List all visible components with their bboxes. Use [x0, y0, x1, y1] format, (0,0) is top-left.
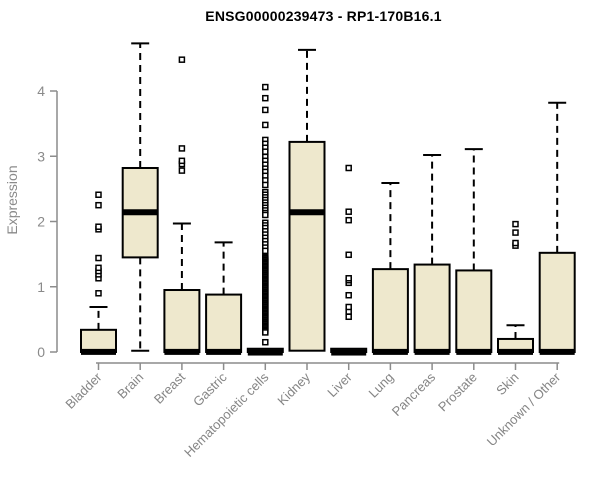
y-tick-label: 1	[37, 279, 45, 295]
outlier-point	[345, 208, 352, 215]
x-category-label: Gastric	[190, 369, 230, 409]
iqr-box	[205, 293, 243, 353]
outlier-point	[345, 275, 352, 282]
outlier-point	[178, 157, 186, 165]
iqr-box	[371, 268, 409, 354]
y-tick-label: 2	[37, 214, 45, 230]
outlier-point	[262, 106, 269, 114]
median-line	[81, 348, 116, 355]
iqr-box	[80, 328, 117, 354]
outlier-point	[512, 239, 519, 247]
x-category-label: Kidney	[274, 369, 313, 408]
outlier-point	[345, 291, 352, 299]
boxplot-bladder	[80, 191, 117, 355]
iqr-box	[455, 269, 493, 353]
x-category-label: Unknown / Other	[484, 369, 564, 449]
boxplot-brain	[121, 42, 159, 352]
x-category-label: Skin	[493, 370, 521, 398]
outlier-point	[345, 164, 352, 172]
outlier-point	[345, 216, 352, 224]
outlier-point	[262, 148, 269, 155]
outlier-point	[95, 191, 102, 198]
median-line	[122, 209, 158, 216]
median-line	[414, 348, 450, 355]
outlier-point	[262, 83, 269, 91]
x-category-label: Pancreas	[389, 369, 439, 419]
iqr-box	[538, 251, 576, 354]
outlier-point	[262, 94, 269, 102]
median-line	[331, 349, 367, 356]
outlier-point	[262, 329, 269, 336]
x-category-label: Bladder	[62, 369, 105, 412]
outlier-point	[95, 254, 102, 262]
outlier-point	[262, 247, 269, 255]
iqr-box	[413, 263, 451, 353]
outlier-point	[262, 211, 269, 219]
boxplot-liver	[330, 164, 368, 356]
outlier-point	[178, 145, 186, 152]
boxplot-pancreas	[413, 153, 451, 355]
y-tick-label: 4	[37, 83, 45, 99]
median-line	[164, 348, 200, 355]
boxplot-unknown-other	[538, 101, 576, 355]
outlier-point	[345, 251, 352, 259]
median-line	[206, 348, 242, 355]
outlier-point	[178, 167, 186, 174]
x-category-label: Lung	[365, 370, 396, 401]
y-tick-label: 0	[37, 344, 45, 360]
x-category-label: Brain	[114, 370, 146, 402]
y-tick-label: 3	[37, 148, 45, 164]
iqr-box	[288, 140, 326, 352]
boxplot-gastric	[205, 241, 243, 355]
median-line	[456, 348, 492, 355]
outlier-point	[512, 229, 519, 236]
chart-title: ENSG00000239473 - RP1-170B16.1	[205, 8, 442, 24]
boxplot-hematopoietic-cells	[246, 83, 284, 356]
median-line	[539, 348, 575, 355]
x-category-label: Breast	[151, 369, 188, 406]
median-line	[372, 348, 408, 355]
outlier-point	[95, 201, 102, 209]
outlier-point	[345, 303, 352, 311]
outlier-point	[345, 313, 352, 321]
x-category-label: Prostate	[435, 370, 480, 415]
outlier-point	[262, 338, 269, 346]
boxplot-prostate	[455, 148, 493, 355]
boxplot-lung	[371, 182, 409, 355]
outlier-point	[512, 220, 519, 228]
boxplot-skin	[497, 220, 534, 355]
outlier-point	[262, 181, 269, 189]
median-line	[498, 348, 533, 355]
boxplot-breast	[163, 56, 201, 355]
outlier-point	[95, 223, 102, 230]
median-line	[247, 349, 283, 356]
y-axis: 0 1 2 3 4	[37, 83, 58, 360]
outlier-point	[95, 264, 102, 272]
iqr-box	[163, 289, 201, 354]
outlier-point	[178, 56, 186, 63]
outlier-point	[95, 290, 102, 297]
outlier-point	[262, 121, 269, 129]
boxplot-kidney	[288, 48, 326, 352]
x-category-label: Liver	[324, 369, 355, 400]
median-line	[289, 209, 325, 216]
